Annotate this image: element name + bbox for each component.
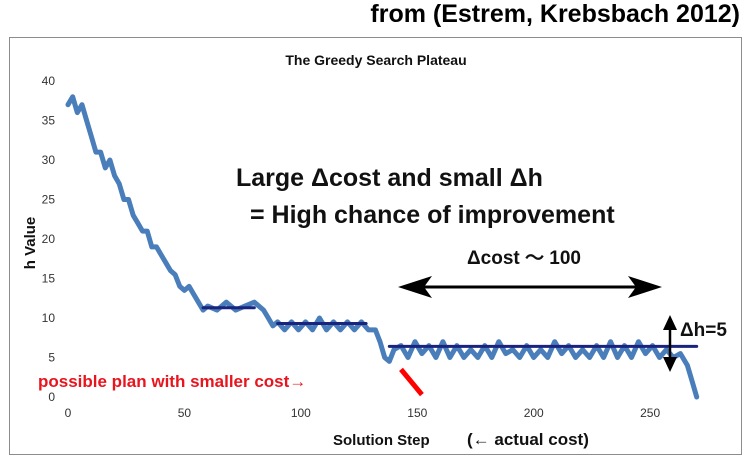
y-tick-label: 20 (42, 232, 56, 246)
x-tick-label: 250 (640, 406, 660, 420)
h-value-line (65, 94, 700, 400)
y-tick-label: 15 (42, 272, 56, 286)
annotations: Large Δcost and small Δh = High chance o… (38, 164, 727, 391)
y-tick-label: 5 (48, 351, 55, 365)
y-axis-title: h Value (22, 217, 39, 270)
annotation-possible-plan: possible plan with smaller cost→ (38, 372, 306, 391)
x-axis-title: Solution Step (333, 432, 430, 449)
y-axis-title-group: h Value (22, 217, 39, 270)
dcost-double-arrow (398, 276, 662, 298)
y-tick-label: 40 (42, 74, 56, 88)
annotation-dcost-100: Δcost ～ 100 (467, 248, 581, 269)
x-tick-label: 150 (407, 406, 427, 420)
dh-double-arrow (663, 315, 677, 372)
series-lines (65, 94, 700, 400)
x-tick-label: 100 (291, 406, 311, 420)
y-tick-label: 10 (42, 311, 56, 325)
x-tick-label: 200 (524, 406, 544, 420)
annotation-large-dcost: Large Δcost and small Δh (236, 164, 543, 192)
annotation-high-chance: = High chance of improvement (250, 201, 615, 229)
chart-title: The Greedy Search Plateau (285, 52, 466, 68)
x-tick-label: 0 (65, 406, 72, 420)
annotation-dh-5: Δh=5 (680, 320, 727, 341)
x-tick-label: 50 (178, 406, 192, 420)
possible-plan-line (399, 367, 424, 397)
y-tick-label: 0 (48, 390, 55, 404)
chart-frame (9, 37, 742, 455)
y-tick-label: 25 (42, 193, 56, 207)
tick-labels: 0 50 100 150 200 250 0 5 10 15 20 25 30 35 40 (42, 74, 661, 420)
y-tick-label: 30 (42, 153, 56, 167)
x-axis-title-suffix: (← actual cost) (467, 430, 589, 449)
y-tick-label: 35 (42, 114, 56, 128)
source-citation: from (Estrem, Krebsbach 2012) (370, 0, 740, 28)
